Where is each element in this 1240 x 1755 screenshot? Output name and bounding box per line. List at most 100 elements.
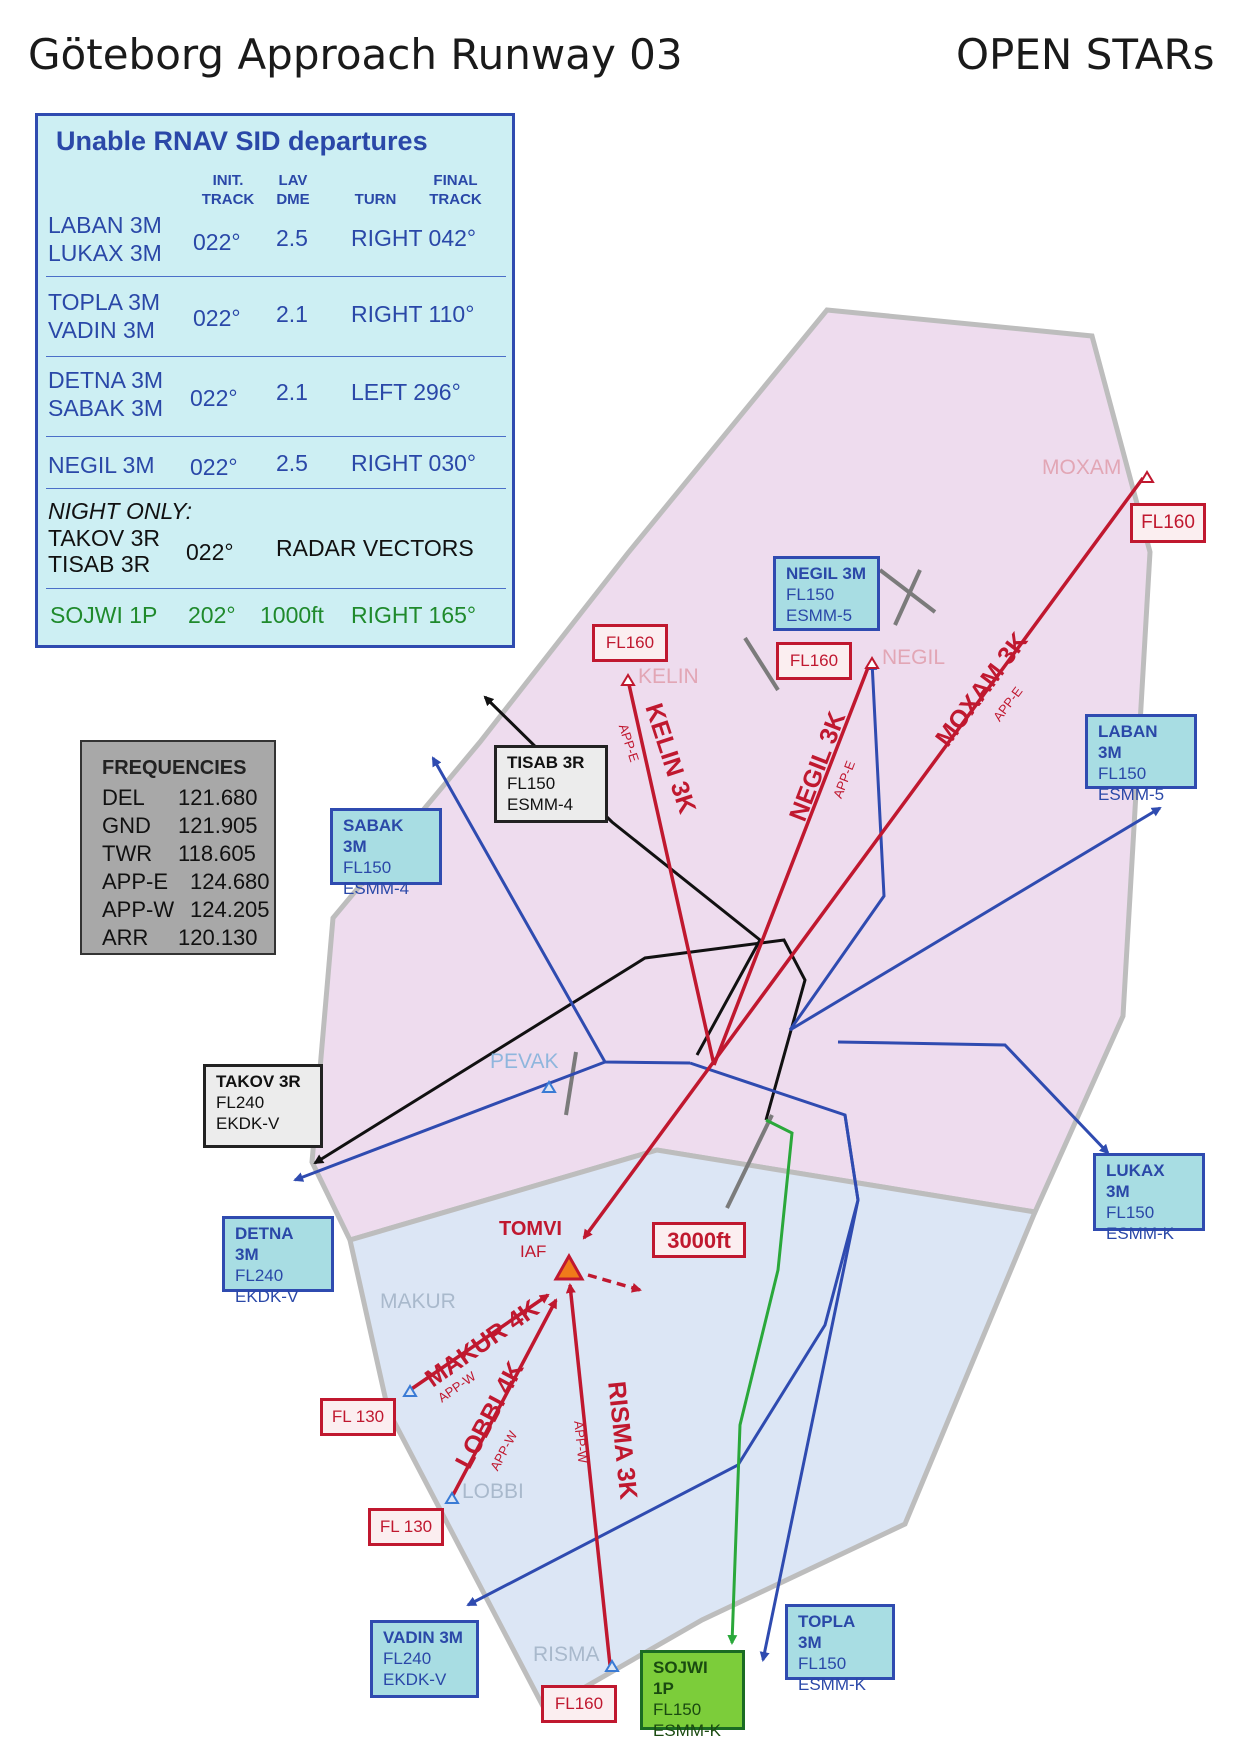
freq-row-gnd: GND 121.905 [102,813,272,839]
pevak-limit-bar [564,1051,578,1116]
exit-box-sabak-3m: SABAK 3M FL150 ESMM-4 [330,808,442,898]
exit-sector: EKDK-V [216,1114,280,1133]
sid-row-4-turn: RIGHT 030° [351,450,477,476]
freq-row-del: DEL 121.680 [102,785,272,811]
waypoint-lobbi-symbol [444,1491,460,1504]
sid-row-4-dme: 2.5 [276,450,308,476]
exit-name: LUKAX 3M [1106,1161,1165,1201]
exit-box-negil-3m: NEGIL 3M FL150 ESMM-5 [773,556,880,631]
waypoint-negil-symbol [864,656,880,669]
sid-row-3-names: DETNA 3M SABAK 3M [48,367,164,421]
exit-sector: ESMM-5 [1098,785,1165,804]
exit-sector: ESMM-5 [786,606,853,625]
sid-row-4-names: NEGIL 3M [48,452,155,478]
sojwi-name: SOJWI 1P [50,602,158,628]
freq-row-twr: TWR 118.605 [102,841,272,867]
waypoint-kelin-label: KELIN [638,665,699,688]
sid-row-1-dme: 2.5 [276,225,308,251]
sid-separator [46,276,506,277]
exit-name: TAKOV 3R [216,1072,301,1091]
sid-row-1-names: LABAN 3M LUKAX 3M [48,212,162,266]
exit-sector: EKDK-V [383,1670,447,1689]
holding-direction-arrow [587,1273,642,1293]
freq-value: 120.130 [178,925,258,950]
sid-row-2-track: 022° [193,305,241,331]
sid-row-2-turn: RIGHT 110° [351,301,475,327]
exit-level: FL150 [1106,1203,1155,1222]
freq-row-app-e: APP-E 124.680 [102,869,272,895]
freq-name: APP-E [102,869,169,894]
exit-sector: ESMM-K [1106,1224,1174,1243]
waypoint-pevak-symbol [541,1080,557,1093]
route-laban-3m [789,806,1162,1032]
waypoint-makur-symbol [402,1384,418,1397]
freq-value: 118.605 [178,841,256,866]
sid-row-2-dme: 2.1 [276,301,308,327]
sojwi-turn: RIGHT 165° [351,602,477,628]
exit-level: FL240 [383,1649,432,1668]
sid-row-3-dme: 2.1 [276,379,308,405]
waypoint-risma-symbol [604,1659,620,1672]
exit-box-takov-3r: TAKOV 3R FL240 EKDK-V [203,1064,323,1148]
route-kelin-3k [626,679,716,1066]
night-route-track: 022° [186,539,234,565]
sid-separator [46,588,506,589]
page-title-right: OPEN STARs [956,30,1215,79]
exit-name: TISAB 3R [507,753,585,772]
waypoint-kelin-symbol [620,673,636,686]
freq-name: GND [102,813,151,838]
exit-sector: EKDK-V [235,1287,299,1306]
exit-sector: ESMM-4 [343,879,410,898]
exit-name: SABAK 3M [343,816,404,856]
freq-value: 124.205 [190,897,270,922]
freq-name: DEL [102,785,145,810]
sid-separator [46,488,506,489]
exit-level: FL150 [507,774,556,793]
sid-table-panel: Unable RNAV SID departures INIT. TRACK L… [35,113,515,648]
header-final-track: FINAL TRACK [429,172,482,208]
route-detna-3m [293,1060,606,1182]
route-negil-3m [788,660,886,1031]
freq-name: APP-W [102,897,175,922]
waypoint-lobbi-label: LOBBI [462,1480,524,1503]
fl-box-moxam: FL160 [1130,503,1206,543]
fl-box-kelin: FL160 [592,624,668,662]
iaf-label: IAF [520,1242,547,1261]
exit-sector: ESMM-K [798,1675,866,1694]
frequencies-panel: FREQUENCIES DEL 121.680 GND 121.905 TWR 118… [80,740,276,955]
sojwi-altitude: 1000ft [260,602,324,628]
sojwi-track: 202° [188,602,236,628]
night-only-label: NIGHT ONLY: [48,498,192,524]
waypoint-moxam-symbol [1139,470,1155,483]
sid-row-1-turn: RIGHT 042° [351,225,477,251]
exit-level: FL150 [1098,764,1147,783]
exit-box-laban-3m: LABAN 3M FL150 ESMM-5 [1085,714,1197,804]
exit-name: SOJWI 1P [653,1658,708,1698]
night-route-note: RADAR VECTORS [276,535,474,561]
waypoint-negil-label: NEGIL [882,646,946,669]
sid-table-title: Unable RNAV SID departures [56,126,428,156]
route-vadin-3m [466,1061,860,1607]
exit-level: FL240 [235,1266,284,1285]
exit-name: VADIN 3M [383,1628,463,1647]
exit-name: TOPLA 3M [798,1612,855,1652]
night-route-names: TAKOV 3R TISAB 3R [48,525,161,577]
negil-limit-bar [743,636,780,692]
negil-crossing-bar-1 [878,568,937,614]
runway-centerline [725,1114,774,1209]
sector-west [347,1147,1039,1714]
fl-box-makur: FL 130 [320,1398,396,1436]
freq-row-arr: ARR 120.130 [102,925,272,951]
sid-row-4-track: 022° [190,454,238,480]
page-title: Göteborg Approach Runway 03 [28,30,683,79]
header-init-track: INIT. TRACK [201,172,255,208]
waypoint-tomvi-label: TOMVI [499,1218,562,1240]
exit-level: FL240 [216,1093,265,1112]
exit-box-sojwi-1p: SOJWI 1P FL150 ESMM-K [640,1650,745,1740]
waypoint-moxam-label: MOXAM [1042,456,1122,479]
sid-row-3-turn: LEFT 296° [351,379,461,405]
exit-sector: ESMM-4 [507,795,574,814]
exit-level: FL150 [653,1700,702,1719]
exit-name: DETNA 3M [235,1224,293,1264]
